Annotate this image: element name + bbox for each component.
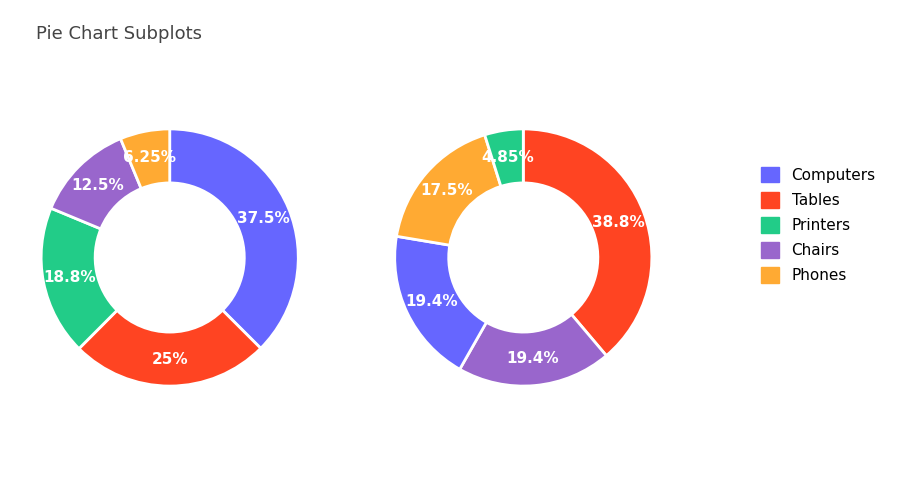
- Wedge shape: [485, 129, 523, 186]
- Text: 19.4%: 19.4%: [507, 351, 559, 366]
- Text: 18.8%: 18.8%: [44, 270, 96, 285]
- Text: Pie Chart Subplots: Pie Chart Subplots: [36, 25, 202, 43]
- Text: 38.8%: 38.8%: [592, 215, 645, 230]
- Wedge shape: [523, 129, 652, 356]
- Text: 6.25%: 6.25%: [123, 150, 176, 166]
- Wedge shape: [170, 129, 298, 348]
- Text: 4.85%: 4.85%: [482, 150, 535, 164]
- Text: 12.5%: 12.5%: [71, 178, 124, 193]
- Text: 19.4%: 19.4%: [405, 294, 458, 308]
- Wedge shape: [79, 310, 261, 386]
- Text: 25%: 25%: [151, 352, 188, 366]
- Wedge shape: [397, 135, 501, 245]
- Wedge shape: [460, 314, 607, 386]
- Text: 17.5%: 17.5%: [420, 184, 473, 198]
- Wedge shape: [41, 208, 117, 348]
- Wedge shape: [121, 129, 170, 188]
- Legend: Computers, Tables, Printers, Chairs, Phones: Computers, Tables, Printers, Chairs, Pho…: [753, 159, 884, 291]
- Wedge shape: [51, 138, 141, 229]
- Text: 37.5%: 37.5%: [238, 211, 290, 226]
- Wedge shape: [395, 236, 486, 370]
